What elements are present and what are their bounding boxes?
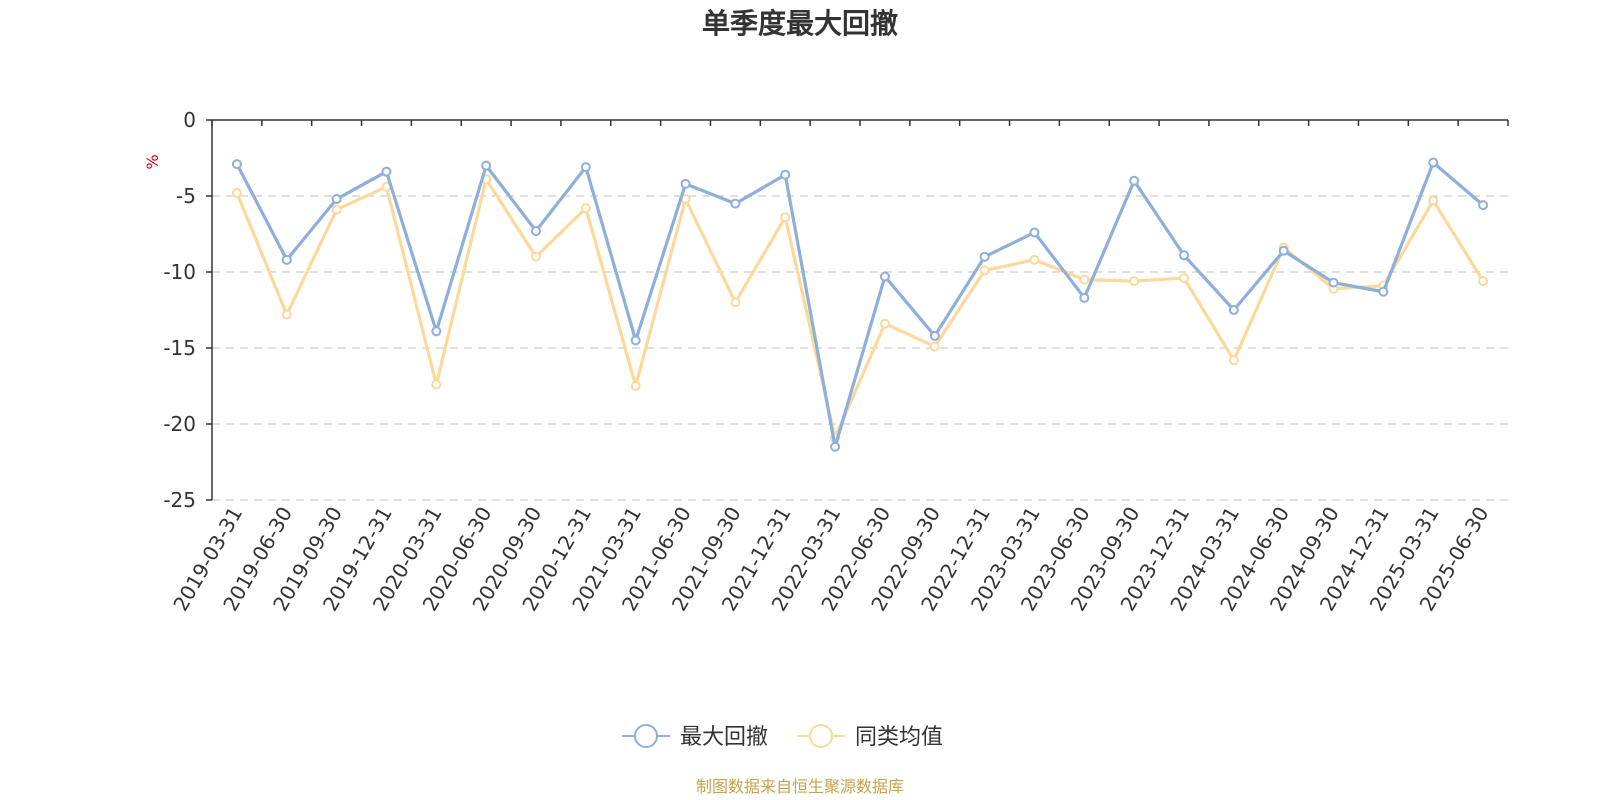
legend-label: 同类均值: [855, 725, 943, 750]
data-point: [281, 309, 292, 320]
y-tick-label: -15: [163, 336, 196, 360]
data-point: [780, 169, 791, 180]
data-point: [830, 441, 841, 452]
data-point: [1428, 195, 1439, 206]
data-point: [231, 159, 242, 170]
data-point: [780, 212, 791, 223]
data-point: [281, 254, 292, 265]
data-point: [1228, 355, 1239, 366]
data-point: [680, 178, 691, 189]
data-point: [630, 335, 641, 346]
legend-label: 最大回撤: [680, 725, 768, 750]
data-point: [1328, 277, 1339, 288]
data-point: [630, 381, 641, 391]
series-0: [231, 157, 1489, 452]
data-point: [1129, 276, 1140, 287]
data-point: [1428, 157, 1439, 168]
data-point: [381, 166, 392, 177]
data-point: [1079, 292, 1090, 303]
data-point: [1179, 250, 1189, 261]
data-point: [531, 251, 541, 262]
data-point: [730, 198, 741, 209]
data-point: [580, 162, 591, 173]
series-1: [231, 174, 1489, 443]
data-point: [331, 194, 342, 205]
data-point: [979, 251, 990, 262]
y-tick-label: -5: [176, 184, 196, 208]
legend-marker: [809, 724, 833, 748]
data-point: [580, 203, 591, 214]
data-point: [431, 326, 442, 337]
data-point: [929, 341, 940, 352]
series-line: [235, 177, 1485, 440]
legend-item-1[interactable]: 同类均值: [797, 724, 943, 750]
legend: 最大回撤 同类均值: [622, 724, 943, 750]
data-point: [1029, 227, 1040, 238]
data-point: [1129, 175, 1140, 186]
data-point: [481, 160, 492, 171]
chart-title: 单季度最大回撤: [702, 7, 898, 40]
series-line: [235, 160, 1485, 449]
y-tick-label: 0: [183, 108, 196, 132]
legend-marker: [634, 724, 658, 748]
data-point: [231, 187, 242, 198]
grid-lines: [212, 195, 1508, 501]
data-point: [879, 271, 890, 282]
data-point: [979, 265, 990, 276]
data-point: [1079, 274, 1090, 285]
data-point: [531, 225, 541, 236]
data-point: [1478, 200, 1489, 211]
series-lines: [231, 157, 1489, 452]
legend-item-0[interactable]: 最大回撤: [622, 724, 768, 750]
y-tick-label: -25: [163, 488, 196, 512]
source-note: 制图数据来自恒生聚源数据库: [696, 777, 904, 796]
data-point: [1179, 273, 1189, 284]
data-point: [1228, 305, 1239, 315]
data-point: [1378, 286, 1389, 297]
data-point: [879, 318, 890, 329]
y-tick-label: -20: [163, 412, 196, 436]
data-point: [1029, 254, 1040, 265]
data-point: [730, 297, 741, 308]
data-point: [1278, 245, 1289, 256]
data-point: [331, 204, 342, 215]
y-axis-unit: %: [143, 154, 162, 169]
data-point: [929, 330, 940, 341]
data-point: [1478, 276, 1489, 287]
y-tick-label: -10: [163, 260, 196, 284]
data-point: [431, 379, 442, 390]
